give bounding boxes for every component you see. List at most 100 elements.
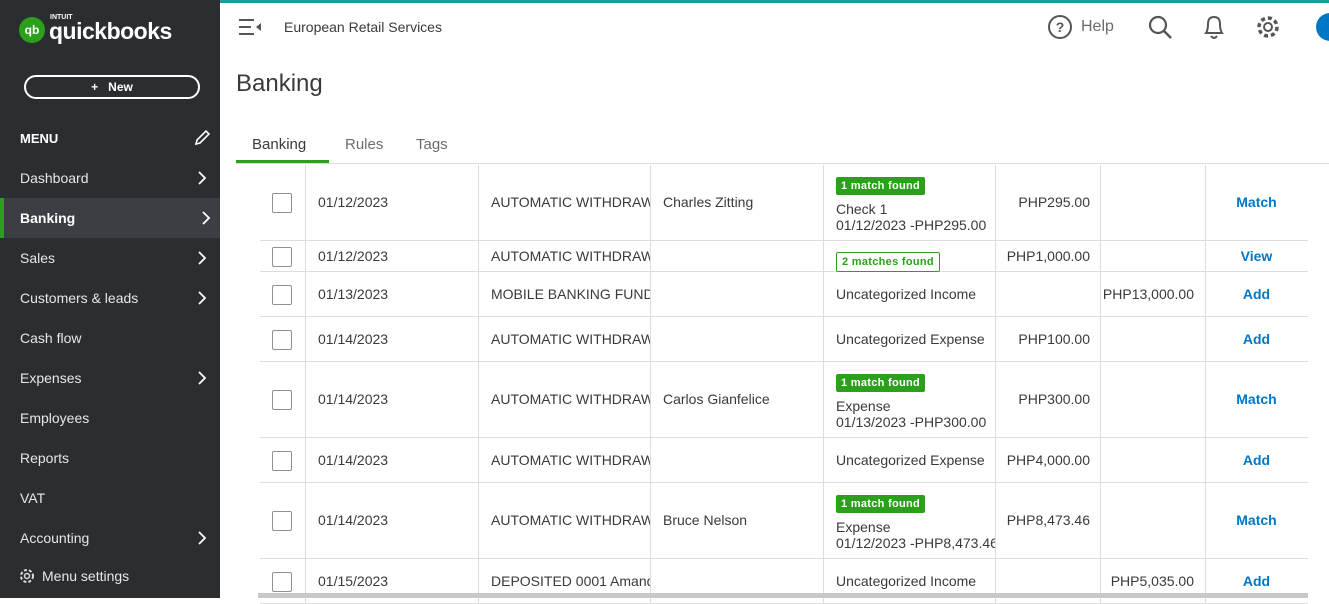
column-divider — [478, 483, 479, 558]
tab[interactable]: Rules — [345, 136, 384, 153]
action-link[interactable]: Add — [1242, 572, 1271, 589]
column-divider — [305, 362, 306, 437]
column-divider — [995, 559, 996, 603]
action-link[interactable]: Add — [1242, 285, 1271, 302]
category-line: Uncategorized Expense — [836, 451, 985, 468]
help-label[interactable]: Help — [1081, 18, 1114, 35]
column-divider — [1100, 317, 1101, 361]
menu-item[interactable]: Sales — [0, 238, 220, 278]
menu-item[interactable]: Banking — [0, 198, 220, 238]
menu-item[interactable]: Reports — [0, 438, 220, 478]
column-divider — [1205, 317, 1206, 361]
category-line: Uncategorized Income — [836, 572, 977, 589]
column-divider — [305, 559, 306, 603]
column-divider — [1205, 165, 1206, 240]
column-divider — [823, 165, 824, 240]
search-icon[interactable] — [1147, 14, 1173, 40]
table-row: 01/13/2023 MOBILE BANKING FUND Uncategoriz… — [260, 272, 1308, 317]
action-link[interactable]: Match — [1236, 194, 1277, 210]
gear-icon[interactable] — [1254, 13, 1282, 41]
settings-icon — [20, 569, 34, 583]
column-divider — [650, 165, 651, 240]
column-divider — [823, 272, 824, 316]
category-line: Check 1 — [836, 201, 888, 217]
column-divider — [650, 317, 651, 361]
category: Uncategorized Income — [836, 286, 995, 302]
date: 01/14/2023 — [318, 391, 389, 407]
column-divider — [995, 272, 996, 316]
chevron — [198, 531, 207, 545]
menu-item[interactable]: Dashboard — [0, 158, 220, 198]
category: 2 matches found — [836, 252, 995, 272]
date: 01/14/2023 — [318, 512, 389, 528]
column-divider — [995, 317, 996, 361]
help-icon[interactable]: ? — [1047, 14, 1073, 40]
tab[interactable]: Tags — [416, 136, 448, 153]
sidebar: qb INTUIT quickbooks + New MENU Dashboar… — [0, 0, 220, 598]
checkbox[interactable] — [272, 246, 292, 267]
spent: PHP295.00 — [1018, 194, 1090, 210]
column-divider — [478, 438, 479, 482]
description: AUTOMATIC WITHDRAW — [491, 247, 650, 264]
column-divider — [305, 438, 306, 482]
column-divider — [305, 272, 306, 316]
svg-text:?: ? — [1056, 19, 1065, 35]
checkbox[interactable] — [272, 193, 292, 213]
column-divider — [823, 317, 824, 361]
column-divider — [1100, 362, 1101, 437]
checkbox[interactable] — [272, 329, 292, 350]
menu-item[interactable]: Cash flow — [0, 318, 220, 358]
column-divider — [1205, 438, 1206, 482]
column-divider — [1205, 483, 1206, 558]
avatar[interactable] — [1316, 13, 1329, 41]
date: 01/12/2023 — [318, 247, 389, 264]
menu-item[interactable]: VAT — [0, 478, 220, 518]
action-link[interactable]: View — [1240, 247, 1273, 264]
action-link[interactable]: Match — [1236, 512, 1277, 528]
menu-item[interactable]: Accounting — [0, 518, 220, 558]
column-divider — [650, 362, 651, 437]
checkbox[interactable] — [272, 284, 292, 305]
scrollbar[interactable] — [258, 593, 1308, 598]
chevron — [198, 371, 207, 385]
action-link[interactable]: Add — [1242, 330, 1271, 347]
match-badge: 1 match found — [836, 177, 926, 195]
checkbox[interactable] — [272, 571, 292, 592]
payee: Charles Zitting — [663, 194, 754, 210]
top-bar — [0, 0, 1329, 3]
menu-settings[interactable]: Menu settings — [42, 568, 130, 584]
column-divider — [995, 438, 996, 482]
category-line: 01/12/2023 -PHP295.00 — [836, 217, 987, 233]
description: AUTOMATIC WITHDRAW — [491, 194, 650, 210]
notifications-icon[interactable] — [1202, 13, 1226, 41]
checkbox[interactable] — [272, 450, 292, 471]
spent: PHP1,000.00 — [1006, 247, 1090, 264]
checkbox[interactable] — [272, 390, 292, 410]
column-divider — [1205, 241, 1206, 271]
menu-item[interactable]: Expenses — [0, 358, 220, 398]
edit-icon[interactable] — [192, 128, 212, 148]
action-link[interactable]: Add — [1242, 451, 1271, 468]
table-row: 01/14/2023 AUTOMATIC WITHDRAW Uncategorize… — [260, 317, 1308, 362]
action-link[interactable]: Match — [1236, 391, 1277, 407]
menu-label: Cash flow — [20, 330, 82, 346]
menu-label: Accounting — [20, 530, 90, 546]
received: PHP13,000.00 — [1102, 285, 1194, 302]
menu-item[interactable]: Employees — [0, 398, 220, 438]
tab[interactable]: Banking — [252, 136, 307, 153]
menu-item[interactable]: Customers & leads — [0, 278, 220, 318]
column-divider — [478, 272, 479, 316]
column-divider — [823, 483, 824, 558]
category: Uncategorized Income — [836, 573, 995, 589]
category-line: 01/13/2023 -PHP300.00 — [836, 414, 987, 430]
page-title: Banking — [236, 70, 323, 97]
collapse-icon[interactable] — [238, 17, 262, 37]
column-divider — [305, 241, 306, 271]
table-row: 01/12/2023 AUTOMATIC WITHDRAW 2 matches fo… — [260, 241, 1308, 272]
menu-label: Banking — [20, 210, 76, 226]
checkbox[interactable] — [272, 511, 292, 531]
column-divider — [1100, 559, 1101, 603]
column-divider — [995, 241, 996, 271]
new-button[interactable]: + New — [24, 75, 200, 99]
column-divider — [1100, 165, 1101, 240]
